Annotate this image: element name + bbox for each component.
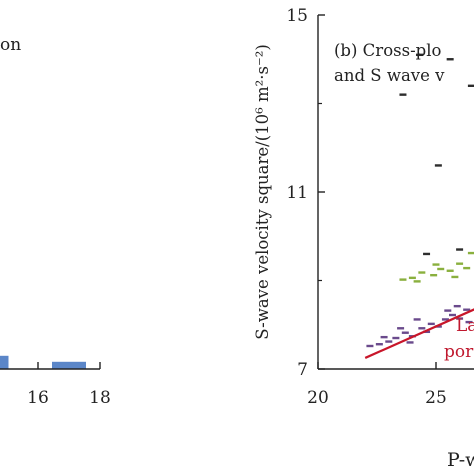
scatter-point bbox=[375, 343, 383, 346]
scatter-point bbox=[401, 331, 409, 334]
scatter-point bbox=[453, 304, 461, 308]
scatter-point bbox=[451, 275, 459, 279]
scatter-point bbox=[427, 322, 435, 326]
scatter-point bbox=[399, 93, 407, 96]
scatter-point bbox=[430, 273, 438, 277]
histogram-bar bbox=[52, 361, 86, 369]
y-tick-label: 11 bbox=[286, 183, 308, 203]
scatter-point bbox=[406, 341, 414, 344]
scatter-point bbox=[423, 252, 431, 256]
scatter-point bbox=[415, 53, 423, 57]
trend-line bbox=[364, 308, 474, 359]
annotation-line2: por bbox=[444, 342, 474, 362]
annotation-line1: La bbox=[456, 316, 474, 336]
y-tick-label: 15 bbox=[286, 6, 308, 26]
scatter-point bbox=[380, 335, 388, 339]
x-tick-label: 25 bbox=[425, 388, 447, 408]
scatter-point bbox=[423, 330, 431, 334]
scatter-point bbox=[444, 309, 452, 312]
y-tick-label: 7 bbox=[297, 360, 308, 380]
x-tick-label: 18 bbox=[89, 388, 110, 408]
scatter-point bbox=[467, 84, 474, 87]
scatter-point bbox=[408, 276, 416, 280]
panel-b-title-line2: and S wave v bbox=[334, 66, 445, 85]
scatter-point bbox=[432, 263, 440, 266]
scatter-point bbox=[463, 266, 471, 270]
scatter-point bbox=[467, 251, 474, 255]
scatter-point bbox=[441, 318, 449, 321]
scatter-point bbox=[413, 318, 421, 321]
scatter-point bbox=[463, 308, 471, 311]
scatter-point bbox=[413, 280, 421, 283]
scatter-point bbox=[399, 278, 407, 281]
scatter-point bbox=[437, 267, 445, 271]
histogram-bar bbox=[0, 355, 9, 369]
scatter-point bbox=[446, 269, 454, 272]
panel-b-title-line1: (b) Cross-plo bbox=[334, 41, 441, 60]
scatter-point bbox=[434, 164, 442, 167]
histogram-panel: on 16 18 bbox=[0, 35, 110, 408]
scatter-point bbox=[456, 317, 464, 320]
scatter-point bbox=[385, 340, 393, 343]
scatter-point bbox=[366, 344, 374, 348]
scatter-point bbox=[456, 262, 464, 265]
x-tick-label: 16 bbox=[27, 388, 49, 408]
scatter-point bbox=[392, 336, 400, 340]
y-axis-label: S-wave velocity square/(10⁶ m²·s⁻²) bbox=[253, 44, 272, 340]
scatter-point bbox=[449, 313, 457, 317]
scatter-point bbox=[397, 327, 405, 330]
panel-a-title-fragment: on bbox=[0, 35, 21, 55]
scatter-point bbox=[418, 271, 426, 274]
scatter-point bbox=[456, 248, 464, 251]
x-tick-label: 20 bbox=[307, 388, 329, 408]
scatter-point bbox=[465, 320, 473, 324]
scatter-point bbox=[418, 327, 426, 330]
scatter-point bbox=[446, 58, 454, 61]
x-axis-label: P-w bbox=[447, 449, 474, 471]
